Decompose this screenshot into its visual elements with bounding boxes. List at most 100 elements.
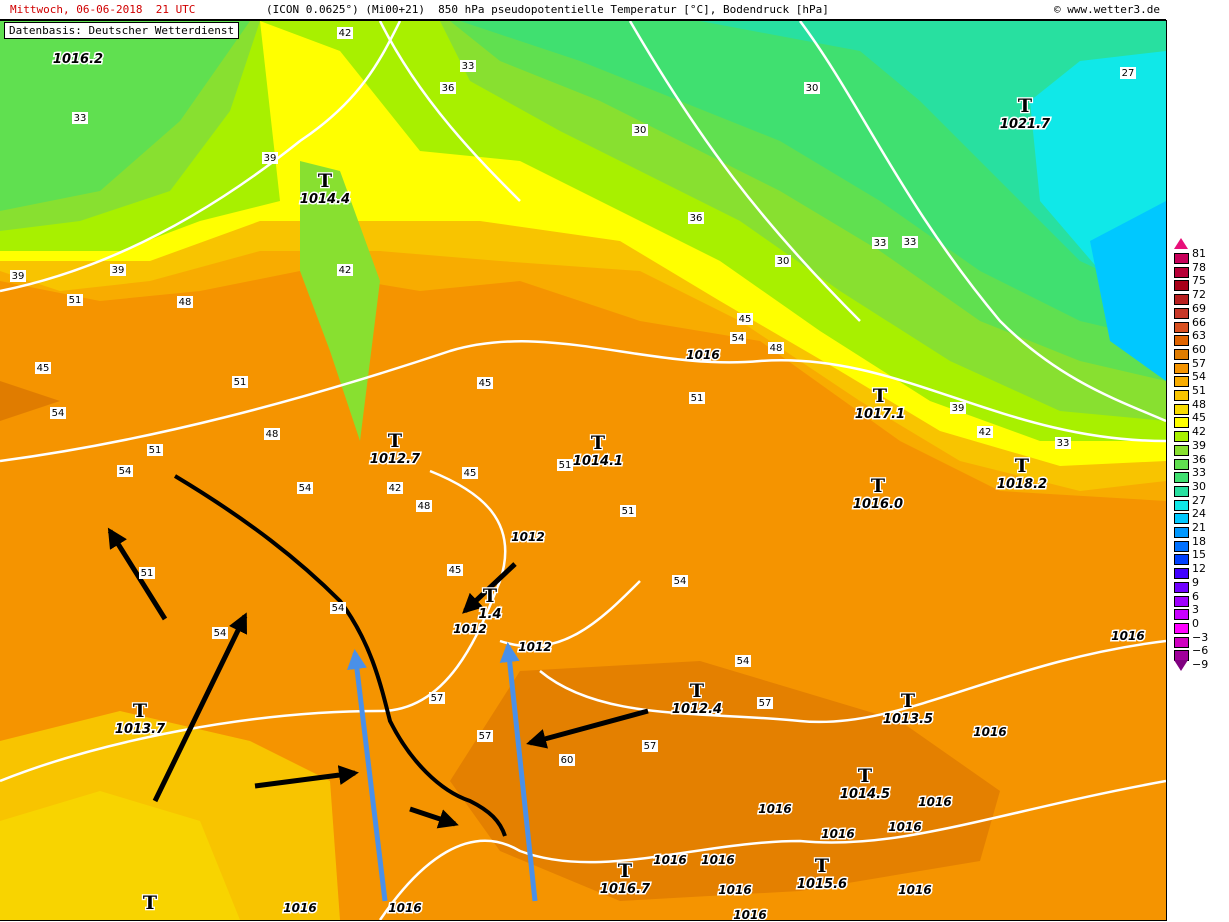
pressure-value: 1015.6 xyxy=(797,877,847,892)
temperature-label: 57 xyxy=(479,731,492,742)
temperature-label: 33 xyxy=(904,237,917,248)
temperature-label-box xyxy=(72,112,88,124)
temperature-label-box xyxy=(1120,67,1136,79)
legend-item: 48 xyxy=(1174,397,1229,415)
temperature-label: 42 xyxy=(389,483,402,494)
black-arrow xyxy=(107,527,168,621)
low-pressure-marker: T xyxy=(318,170,332,192)
temperature-label: 54 xyxy=(299,483,312,494)
pressure-value: 1014.5 xyxy=(840,787,890,802)
legend-item: 57 xyxy=(1174,358,1229,374)
pressure-value: 1014.4 xyxy=(300,192,350,207)
blue-flow-arrows xyxy=(346,642,538,902)
temperature-label: 51 xyxy=(559,460,572,471)
legend-swatch xyxy=(1174,458,1189,470)
temperature-label-box xyxy=(297,482,313,494)
isobar-label: 1016 xyxy=(653,853,686,867)
pressure-value: 1.4 xyxy=(478,607,501,622)
legend-swatch xyxy=(1174,294,1189,306)
temperature-label: 51 xyxy=(69,295,82,306)
legend-value: 78 xyxy=(1192,260,1206,274)
legend-arrow-down xyxy=(1174,660,1188,671)
pressure-value: 1017.1 xyxy=(855,407,905,422)
legend-value: 18 xyxy=(1192,534,1206,548)
temperature-label-box xyxy=(139,567,155,579)
temperature-label: 54 xyxy=(732,333,745,344)
legend-swatch xyxy=(1174,622,1189,634)
isobar-label: 1016 xyxy=(918,795,951,809)
legend-item: 78 xyxy=(1174,260,1229,278)
temperature-label: 48 xyxy=(266,429,279,440)
temperature-label-box xyxy=(212,627,228,639)
legend-value: 51 xyxy=(1192,384,1206,397)
legend-value: 15 xyxy=(1192,548,1206,562)
temperature-label-box xyxy=(620,505,636,517)
temperature-label-box xyxy=(67,294,83,306)
legend-item: 45 xyxy=(1174,412,1229,429)
legend-item: −9 xyxy=(1174,658,1229,671)
temperature-label: 54 xyxy=(332,603,345,614)
legend-item: 69 xyxy=(1174,303,1229,319)
temperature-label: 33 xyxy=(462,61,475,72)
legend-item: 9 xyxy=(1174,577,1229,593)
pressure-value: 1016.7 xyxy=(600,882,651,897)
legend-arrow-up xyxy=(1174,238,1188,249)
legend-swatch xyxy=(1174,321,1189,333)
legend-swatch xyxy=(1174,554,1189,566)
legend-item: 36 xyxy=(1174,454,1229,470)
temperature-label: 51 xyxy=(691,393,704,404)
temperature-label-box xyxy=(872,237,888,249)
isobar-label: 1016 xyxy=(758,802,791,816)
temperature-label-box xyxy=(416,500,432,512)
low-pressure-marker: T xyxy=(858,765,872,787)
legend-item: 12 xyxy=(1174,563,1229,580)
legend-item: 3 xyxy=(1174,604,1229,621)
legend-value: 48 xyxy=(1192,397,1206,411)
temperature-labels: 33 42 36 33 30 30 27 33 39 39 39 42 45 48 51 54 51 54 48 51… xyxy=(10,27,1136,766)
copyright-link[interactable]: © www.wetter3.de xyxy=(1054,3,1160,16)
legend-item: 24 xyxy=(1174,508,1229,525)
isobar-label: 1016 xyxy=(888,820,921,834)
pressure-value: 1014.1 xyxy=(573,454,623,469)
data-source-label: Datenbasis: Deutscher Wetterdienst xyxy=(4,22,240,39)
temperature-label-box xyxy=(977,426,993,438)
temperature-label-box xyxy=(632,124,648,136)
temperature-label-box xyxy=(557,459,573,471)
legend-item: 60 xyxy=(1174,344,1229,360)
temperature-label-box xyxy=(689,392,705,404)
low-pressure-marker: T xyxy=(388,430,402,452)
temperature-label-box xyxy=(735,655,751,667)
black-arrow xyxy=(526,708,649,749)
temperature-label: 54 xyxy=(119,466,132,477)
temperature-label: 57 xyxy=(431,693,444,704)
isobar-label: 1016 xyxy=(733,908,766,920)
temperature-label-box xyxy=(262,152,278,164)
legend-value: 42 xyxy=(1192,425,1206,439)
temperature-label-box xyxy=(768,342,784,354)
temperature-label: 30 xyxy=(806,83,819,94)
temperature-label: 54 xyxy=(214,628,227,639)
temperature-label-box xyxy=(387,482,403,494)
temperature-label: 42 xyxy=(339,28,352,39)
temperature-label-box xyxy=(330,602,346,614)
legend-value: 75 xyxy=(1192,274,1206,288)
low-pressure-marker: T xyxy=(1015,455,1029,477)
temperature-label: 36 xyxy=(690,213,703,224)
temperature-label: 39 xyxy=(112,265,125,276)
temperature-label: 57 xyxy=(759,698,772,709)
isobar-label: 1012 xyxy=(453,622,486,636)
temperature-label: 36 xyxy=(442,83,455,94)
isobar-label: 1012 xyxy=(511,530,544,544)
temperature-label: 54 xyxy=(52,408,65,419)
temperature-label: 51 xyxy=(234,377,247,388)
isobar-label: 1016 xyxy=(283,901,316,915)
legend-swatch xyxy=(1174,335,1189,347)
temperature-label-box xyxy=(10,270,26,282)
legend-value: 39 xyxy=(1192,438,1206,452)
isobar-label: 1016 xyxy=(388,901,421,915)
legend-swatch xyxy=(1174,390,1189,401)
legend-value: −9 xyxy=(1192,658,1209,671)
temperature-label: 33 xyxy=(1057,438,1070,449)
legend-item: 81 xyxy=(1174,248,1229,264)
